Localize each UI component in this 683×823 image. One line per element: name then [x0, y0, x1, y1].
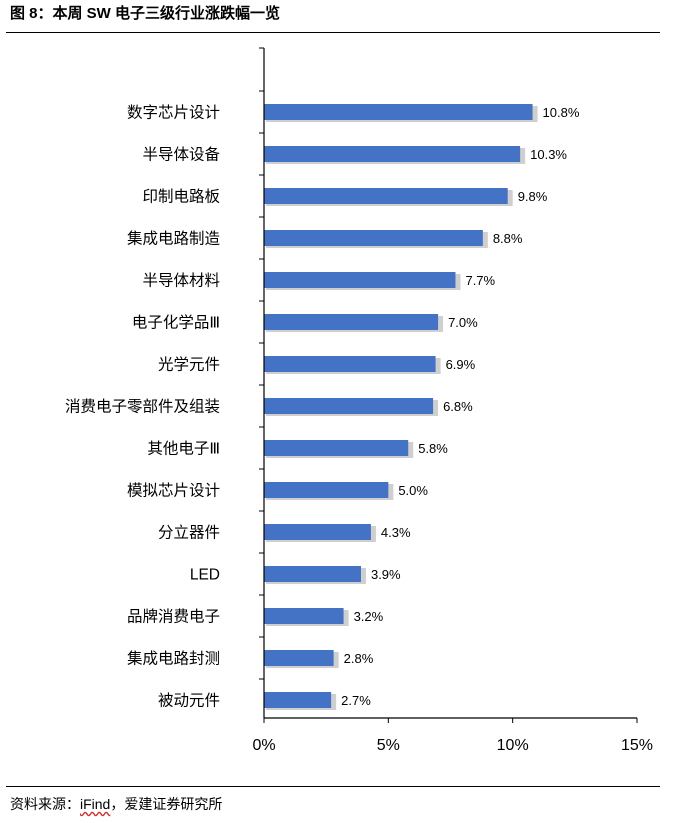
- x-tick-label: 5%: [377, 737, 400, 754]
- figure-title: 图 8：本周 SW 电子三级行业涨跌幅一览: [10, 5, 281, 22]
- source-brand: iFind: [80, 796, 111, 812]
- source-rule: [6, 786, 660, 787]
- value-label: 7.0%: [448, 315, 478, 330]
- value-label: 6.8%: [443, 399, 473, 414]
- bar: [264, 146, 521, 162]
- value-label: 5.8%: [418, 441, 448, 456]
- value-label: 10.8%: [543, 105, 580, 120]
- title-rule: [6, 32, 660, 33]
- x-tick-label: 15%: [621, 737, 653, 754]
- value-label: 3.2%: [354, 609, 384, 624]
- bar: [264, 524, 371, 540]
- category-label: 分立器件: [158, 524, 220, 542]
- category-label: 印制电路板: [142, 188, 220, 206]
- bar: [264, 398, 434, 414]
- category-label: 其他电子Ⅲ: [147, 440, 220, 458]
- category-label: 品牌消费电子: [127, 608, 220, 626]
- value-label: 4.3%: [381, 525, 411, 540]
- category-label: 半导体设备: [142, 146, 220, 164]
- category-label: LED: [190, 567, 220, 584]
- bar: [264, 272, 456, 288]
- bar: [264, 566, 361, 582]
- bar: [264, 482, 389, 498]
- source-note: 资料来源：iFind，爱建证券研究所: [10, 794, 222, 814]
- x-tick-label: 0%: [252, 737, 275, 754]
- bar: [264, 356, 436, 372]
- value-label: 8.8%: [493, 231, 523, 246]
- category-label: 半导体材料: [142, 272, 220, 290]
- value-label: 5.0%: [398, 483, 428, 498]
- value-label: 2.8%: [344, 651, 374, 666]
- category-label: 集成电路制造: [127, 230, 221, 248]
- category-label: 被动元件: [158, 692, 220, 710]
- value-label: 10.3%: [530, 147, 567, 162]
- value-label: 2.7%: [341, 693, 371, 708]
- bar: [264, 692, 332, 708]
- source-suffix: ，爱建证券研究所: [110, 796, 223, 812]
- value-label: 3.9%: [371, 567, 401, 582]
- bar: [264, 650, 334, 666]
- value-label: 6.9%: [446, 357, 476, 372]
- bar: [264, 314, 439, 330]
- bar-chart: 数字芯片设计 10.8% 半导体设备 10.3% 印制电路板 9.8% 集成电路制造 8.8%…: [65, 47, 653, 754]
- category-label: 电子化学品Ⅲ: [132, 314, 220, 332]
- bars-layer: 数字芯片设计 10.8% 半导体设备 10.3% 印制电路板 9.8% 集成电路制造 8.8%…: [65, 104, 580, 710]
- category-label: 消费电子零部件及组装: [65, 398, 220, 416]
- axis-layer: 0% 5% 10% 15%: [252, 47, 653, 754]
- bar: [264, 188, 508, 204]
- source-prefix: 资料来源：: [10, 796, 80, 812]
- x-tick-label: 10%: [497, 737, 529, 754]
- bar: [264, 608, 344, 624]
- value-label: 7.7%: [465, 273, 495, 288]
- value-label: 9.8%: [518, 189, 548, 204]
- bar: [264, 104, 533, 120]
- bar: [264, 440, 409, 456]
- category-label: 集成电路封测: [127, 650, 220, 668]
- category-label: 光学元件: [158, 356, 220, 374]
- category-label: 模拟芯片设计: [127, 482, 220, 500]
- category-label: 数字芯片设计: [127, 104, 220, 122]
- bar: [264, 230, 483, 246]
